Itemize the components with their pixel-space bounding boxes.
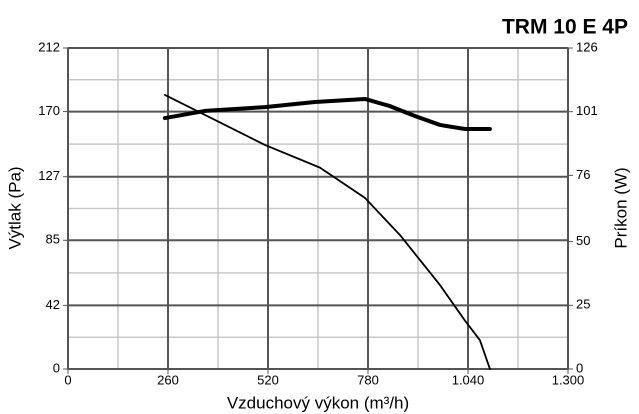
y-tick-label: 85	[46, 232, 60, 247]
y2-tick-label: 126	[576, 39, 598, 54]
y-tick-label: 170	[38, 103, 60, 118]
y-tick-label: 42	[46, 297, 60, 312]
series-line	[164, 94, 491, 370]
y2-tick-label: 101	[576, 103, 598, 118]
x-tick-label: 0	[64, 372, 71, 387]
x-tick-label: 780	[357, 372, 379, 387]
y2-axis-label: Príkon (W)	[611, 167, 630, 248]
x-tick-label: 1.040	[452, 372, 485, 387]
y2-tick-label: 0	[576, 360, 583, 375]
y-tick-label: 212	[38, 39, 60, 54]
x-tick-label: 260	[157, 372, 179, 387]
series-line	[162, 96, 492, 132]
y-tick-label: 0	[53, 360, 60, 375]
x-tick-label: 520	[257, 372, 279, 387]
y-tick-label: 127	[38, 168, 60, 183]
y2-tick-label: 50	[576, 233, 590, 248]
y-axis-label: Výtlak (Pa)	[5, 166, 24, 249]
chart-title: TRM 10 E 4P	[502, 16, 628, 39]
plot-frame	[67, 47, 569, 370]
y2-tick-label: 25	[576, 297, 590, 312]
y2-tick-label: 76	[576, 167, 590, 182]
x-axis-label: Vzduchový výkon (m³/h)	[227, 393, 409, 412]
x-tick-label: 1.300	[552, 372, 585, 387]
